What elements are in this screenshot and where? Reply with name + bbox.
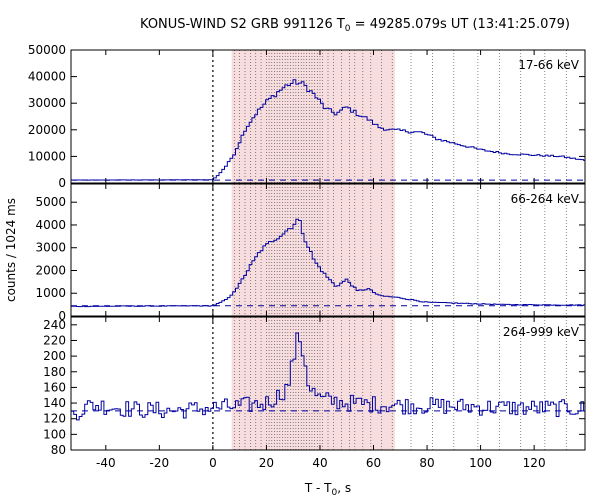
y-tick-label: 2000 <box>35 263 66 277</box>
shaded-interval-band <box>231 184 395 316</box>
y-tick-label: 5000 <box>35 195 66 209</box>
light-curve-series <box>71 218 585 308</box>
shaded-interval-band <box>231 50 395 183</box>
y-tick-label: 160 <box>43 380 66 394</box>
panel-frame <box>70 49 586 184</box>
panel-frame <box>70 316 586 451</box>
x-tick-label: 60 <box>366 456 381 470</box>
energy-band-label: 17-66 keV <box>518 58 580 72</box>
energy-band-label: 264-999 keV <box>503 325 580 339</box>
y-tick-label: 4000 <box>35 218 66 232</box>
shaded-interval-band <box>231 317 395 450</box>
y-tick-label: 0 <box>58 309 66 323</box>
y-tick-label: 20000 <box>28 123 66 137</box>
x-tick-label: 100 <box>469 456 492 470</box>
y-axis-label: counts / 1024 ms <box>4 198 18 302</box>
y-tick-label: 120 <box>43 412 66 426</box>
light-curve-series <box>71 79 585 181</box>
x-tick-label: 80 <box>419 456 434 470</box>
x-tick-label: -40 <box>96 456 116 470</box>
energy-band-label: 66-264 keV <box>511 192 580 206</box>
x-tick-label: 20 <box>259 456 274 470</box>
light-curve-series <box>71 332 585 421</box>
y-tick-label: 50000 <box>28 43 66 57</box>
y-tick-label: 100 <box>43 427 66 441</box>
panel-frame <box>70 183 586 317</box>
y-tick-label: 180 <box>43 365 66 379</box>
x-tick-label: 120 <box>523 456 546 470</box>
y-tick-label: 3000 <box>35 241 66 255</box>
y-tick-label: 220 <box>43 333 66 347</box>
chart-title: KONUS-WIND S2 GRB 991126 T0 = 49285.079s… <box>140 17 570 34</box>
x-tick-label: 40 <box>312 456 327 470</box>
y-tick-label: 200 <box>43 349 66 363</box>
y-tick-label: 10000 <box>28 149 66 163</box>
y-tick-label: 40000 <box>28 70 66 84</box>
x-axis-label: T - T0, s <box>304 481 351 498</box>
y-tick-label: 0 <box>58 176 66 190</box>
x-tick-label: 0 <box>209 456 217 470</box>
y-tick-label: 240 <box>43 318 66 332</box>
x-tick-label: -20 <box>150 456 170 470</box>
y-tick-label: 30000 <box>28 96 66 110</box>
y-tick-label: 80 <box>51 443 66 457</box>
y-tick-label: 1000 <box>35 286 66 300</box>
y-tick-label: 140 <box>43 396 66 410</box>
